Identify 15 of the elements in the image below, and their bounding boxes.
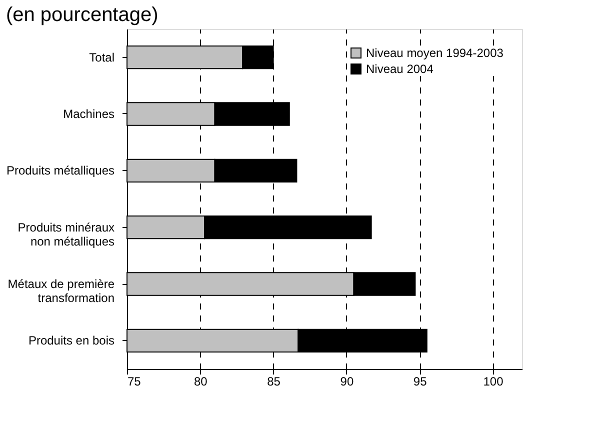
y-tick-label: Métaux de première transformation — [8, 277, 115, 305]
x-tick-label: 90 — [340, 374, 354, 388]
x-tick-label: 95 — [413, 374, 428, 388]
legend-label: Niveau moyen 1994-2003 — [366, 46, 504, 60]
legend-label: Niveau 2004 — [366, 62, 434, 76]
x-tick-label: 85 — [267, 374, 281, 388]
x-tick-label: 100 — [483, 374, 504, 388]
y-tick-label: Produits minéraux non métalliques — [18, 220, 114, 248]
y-tick-label: Total — [89, 50, 114, 64]
y-tick-label: Machines — [63, 107, 114, 121]
x-tick-label: 80 — [194, 374, 208, 388]
chart-title: (en pourcentage) — [6, 4, 158, 26]
x-tick-label: 75 — [128, 374, 142, 388]
y-tick-label: Produits en bois — [28, 334, 114, 348]
y-tick-label: Produits métalliques — [6, 164, 114, 178]
